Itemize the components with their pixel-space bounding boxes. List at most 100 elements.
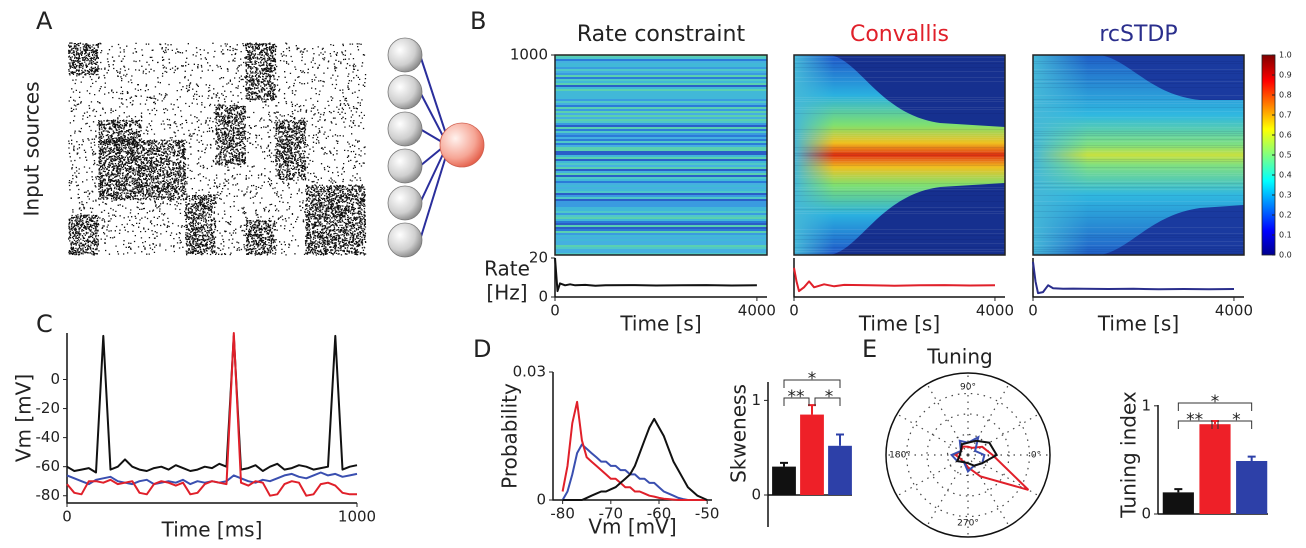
heatmap-stripe — [1033, 181, 1244, 182]
heatmap-stripe — [555, 91, 767, 93]
heatmap-stripe — [555, 245, 767, 247]
heatmap-stripe — [555, 77, 767, 79]
heatmap-stripe — [555, 199, 767, 201]
colorbar-tick-label: 0.2 — [1279, 211, 1292, 220]
heatmap-stripe — [555, 181, 767, 183]
heatmap-stripe — [1033, 249, 1244, 250]
heatmap-stripe — [794, 207, 1005, 208]
heatmap-stripe — [794, 135, 1005, 136]
polar-spoke — [967, 454, 1040, 497]
angle-label: 90° — [960, 383, 976, 393]
heatmap-stripe — [555, 101, 767, 103]
x-tick-label: 0 — [789, 302, 799, 320]
significance-bracket — [814, 397, 841, 406]
heatmap-stripe — [794, 189, 1005, 190]
heatmap-stripe — [555, 131, 767, 133]
series-line — [562, 417, 708, 501]
heatmap-stripe — [555, 215, 767, 217]
heatmap-stripe — [555, 135, 767, 137]
raster-dots — [68, 42, 367, 256]
heatmap-stripe — [794, 213, 1005, 214]
heatmap-stripe — [555, 227, 767, 229]
heatmap-onset — [794, 55, 834, 255]
heatmap-stripe — [555, 85, 767, 87]
heatmap-stripe — [1033, 87, 1244, 88]
heatmap-stripe — [555, 99, 767, 101]
x-tick-label: -60 — [647, 505, 672, 523]
error-bar — [836, 433, 844, 446]
heatmap-stripe — [555, 127, 767, 129]
heatmap-stripe — [794, 77, 1005, 78]
x-tick-label: -80 — [550, 505, 575, 523]
axis — [793, 258, 1005, 298]
heatmap-stripe — [555, 209, 767, 211]
heatmap-stripe — [555, 87, 767, 89]
panel-label: B — [470, 7, 486, 35]
panel-label: D — [473, 335, 491, 363]
heatmap-stripe — [794, 161, 1005, 162]
error-bar — [1174, 488, 1183, 493]
heatmap-stripe — [555, 141, 767, 143]
output-neuron — [439, 122, 485, 168]
y-axis-label: Skweness — [727, 384, 751, 483]
heatmap-stripe — [555, 63, 767, 65]
heatmap-stripe — [1033, 79, 1244, 80]
heatmap-stripe — [794, 243, 1005, 244]
heatmap-stripe — [555, 121, 767, 123]
panel-label: C — [36, 310, 53, 338]
heatmap-stripe — [555, 93, 767, 95]
bar — [1162, 492, 1194, 514]
heatmap-stripe — [794, 133, 1005, 134]
heatmap-stripe — [555, 191, 767, 193]
heatmap-stripe — [1033, 201, 1244, 202]
input-neuron — [387, 111, 423, 147]
heatmap-stripe — [555, 159, 767, 161]
heatmap-stripe — [794, 157, 1005, 158]
heatmap-stripe — [555, 139, 767, 141]
heatmap-stripe — [1033, 251, 1244, 252]
heatmap-stripe — [1033, 103, 1244, 104]
panel-label: E — [862, 335, 877, 363]
colorbar-tick-label: 0.1 — [1279, 231, 1292, 240]
y-tick-label: 0 — [751, 486, 761, 504]
heatmap-stripe — [794, 137, 1005, 138]
heatmap-stripe — [555, 67, 767, 69]
heatmap-frame — [554, 54, 768, 256]
bar — [1199, 424, 1231, 514]
heatmap-band — [794, 55, 1005, 255]
synapse — [419, 54, 447, 135]
colorbar-tick-label: 0.4 — [1279, 171, 1292, 180]
heatmap-stripe — [1033, 233, 1244, 234]
heatmap-stripe — [555, 207, 767, 209]
x-tick-label: 0 — [550, 302, 560, 320]
heatmap-stripe — [555, 203, 767, 205]
heatmap-stripe — [555, 71, 767, 73]
polar-frame — [885, 372, 1051, 538]
heatmap-stripe — [794, 71, 1005, 72]
significance-label: ** — [788, 387, 805, 407]
series-line — [793, 267, 996, 293]
heatmap-stripe — [555, 73, 767, 75]
heatmap-stripe — [794, 251, 1005, 252]
heatmap-stripe — [1033, 71, 1244, 72]
y-tick-label: 0 — [536, 491, 546, 509]
colorbar-tick-label: 0.3 — [1279, 191, 1292, 200]
heatmap-stripe — [1033, 211, 1244, 212]
x-axis-label: Time [s] — [619, 312, 701, 336]
heatmap-stripe — [555, 221, 767, 223]
input-neuron — [387, 37, 423, 73]
angle-label: 0° — [1031, 451, 1041, 461]
heatmap-frame — [1032, 54, 1245, 256]
heatmap-stripe — [555, 189, 767, 191]
heatmap-stripe — [794, 67, 1005, 68]
heatmap-stripe — [794, 253, 1005, 254]
heatmap-stripe — [1033, 237, 1244, 238]
heatmap-stripe — [555, 173, 767, 175]
heatmap-stripe — [1033, 101, 1244, 102]
heatmap-stripe — [1033, 183, 1244, 184]
heatmap-stripe — [794, 175, 1005, 176]
colorbar-tick-label: 0.8 — [1279, 91, 1292, 100]
y-tick-label: 1 — [751, 391, 761, 409]
y-axis-label: Tuning index — [1117, 391, 1141, 519]
heatmap-stripe — [794, 159, 1005, 160]
